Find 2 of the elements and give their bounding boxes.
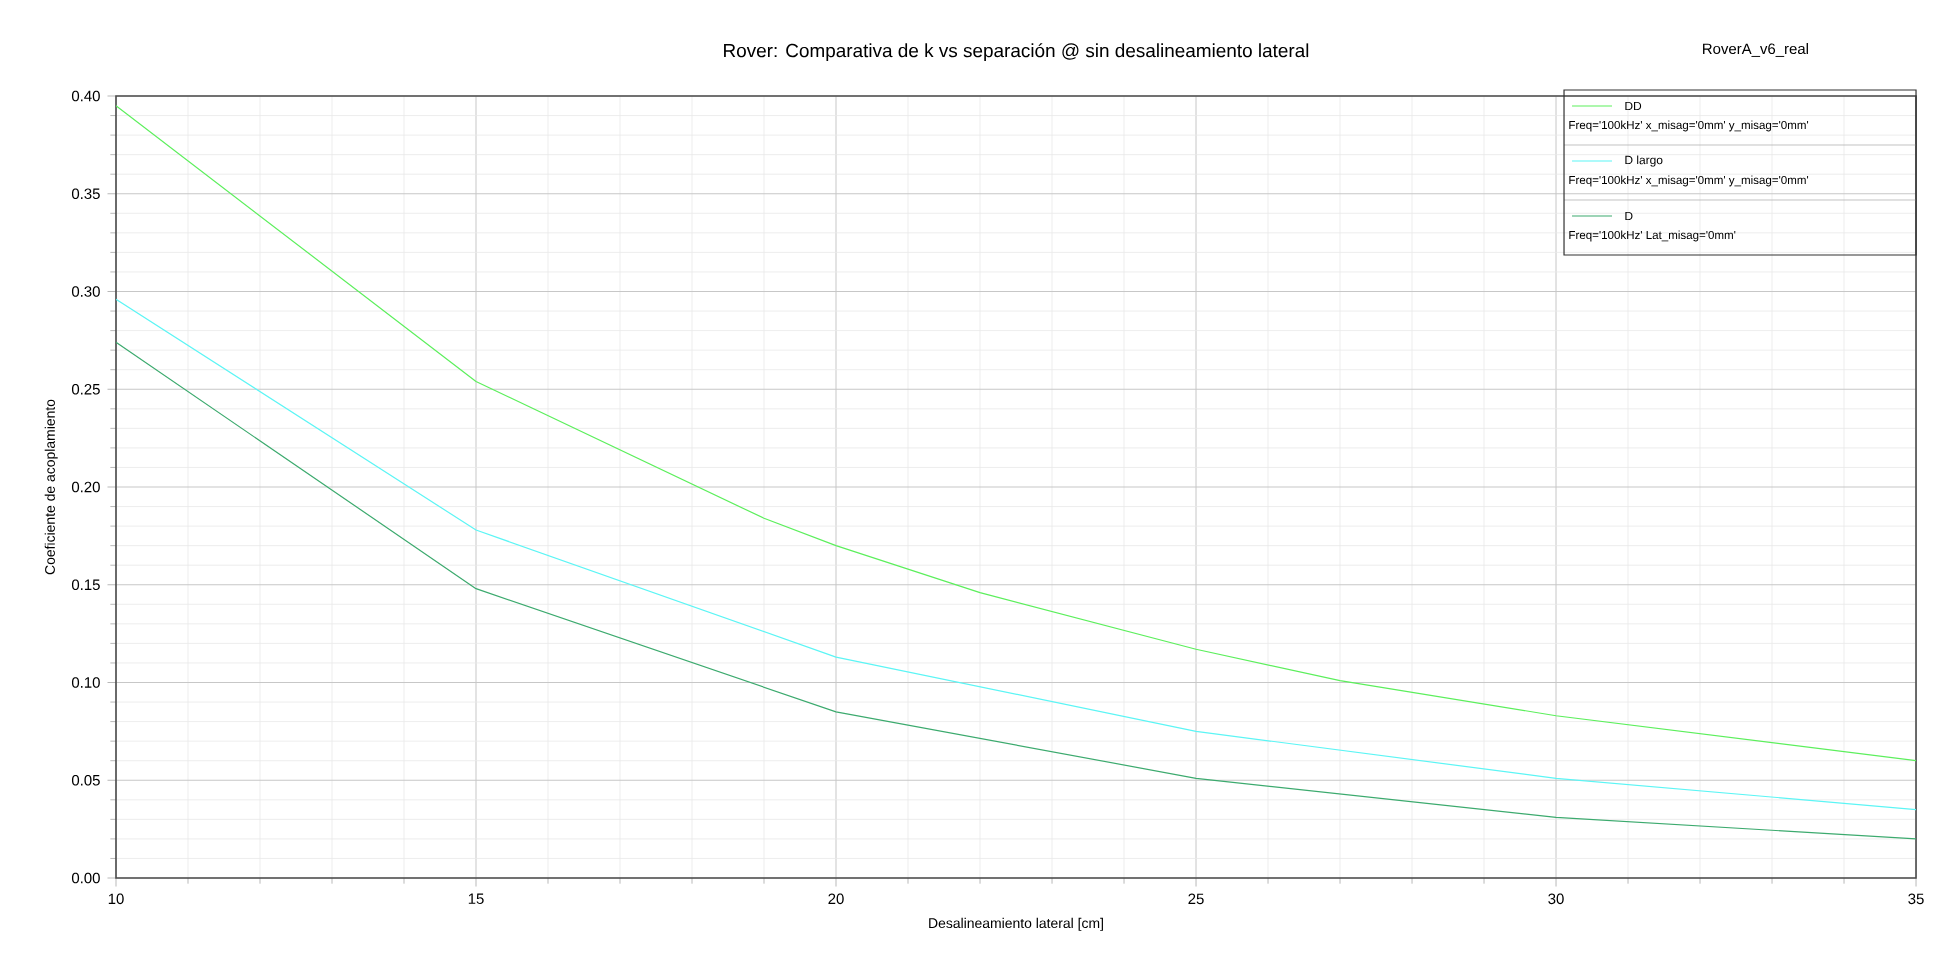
line-series xyxy=(116,105,1917,762)
chart-title: Rover: Comparativa de k vs separación @ sin desalineamiento lateral xyxy=(724,43,1309,62)
